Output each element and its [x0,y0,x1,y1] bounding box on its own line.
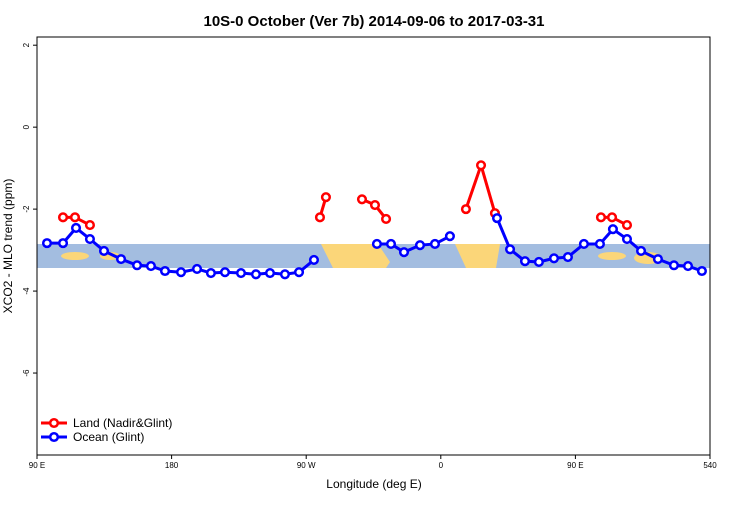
point [621,220,633,231]
x-tick-label: 90 E [29,461,45,470]
point [320,192,331,203]
legend-label: Land (Nadir&Glint) [73,416,172,430]
point [293,267,305,278]
point [398,247,410,258]
x-tick-label: 0 [439,461,444,470]
legend-marker [48,431,60,443]
point [504,244,516,255]
point [371,238,382,250]
point [356,194,368,205]
legend-marker [48,417,60,429]
point [132,260,143,271]
point [235,267,247,279]
point [636,245,647,256]
point [175,267,187,278]
point [562,252,573,263]
point [381,213,392,225]
point [308,254,320,265]
x-tick-label: 90 W [297,461,316,470]
point [594,238,605,250]
y-tick-label: -4 [22,287,31,295]
series-line [63,160,628,227]
point [533,256,544,268]
point [264,267,276,279]
y-tick-label: 2 [22,42,31,47]
point [414,240,426,251]
point [491,213,503,224]
point [314,212,326,223]
land-islands [598,252,626,260]
point [696,265,707,277]
plot-frame [36,36,711,456]
point [475,160,487,171]
y-tick-label: 0 [22,124,31,129]
point [84,233,95,245]
point [84,220,95,231]
point [145,261,157,272]
point [607,224,618,235]
point [668,260,680,271]
land-islands [61,252,89,260]
y-tick-label: -2 [22,205,31,213]
point [57,238,69,249]
point [682,261,694,272]
point [444,231,455,242]
point [69,212,81,223]
point [41,238,53,249]
x-axis-label: Longitude (deg E) [326,477,421,491]
point [205,267,216,279]
point [191,263,203,274]
x-tick-label: 180 [165,461,179,470]
point [250,269,261,280]
point [279,269,291,280]
chart-title: 10S-0 October (Ver 7b) 2014-09-06 to 201… [203,13,544,30]
land-americas [321,244,390,268]
point [519,256,531,267]
point [460,204,471,215]
point [159,265,171,277]
point [621,233,633,245]
point [219,267,231,278]
point [548,253,560,264]
point [578,238,589,250]
y-axis-label: XCO2 - MLO trend (ppm) [1,179,15,314]
point [595,212,607,223]
point [385,238,397,250]
point [606,212,618,223]
x-tick-label: 90 E [567,461,583,470]
point [57,212,69,223]
legend-label: Ocean (Glint) [73,430,144,444]
point [70,222,82,234]
point [369,199,381,211]
point [98,245,110,256]
point [429,238,441,250]
x-tick-label: 540 [703,461,717,470]
y-tick-label: -6 [22,369,31,377]
land-africa [455,244,500,268]
point [116,254,127,265]
point [652,254,664,265]
